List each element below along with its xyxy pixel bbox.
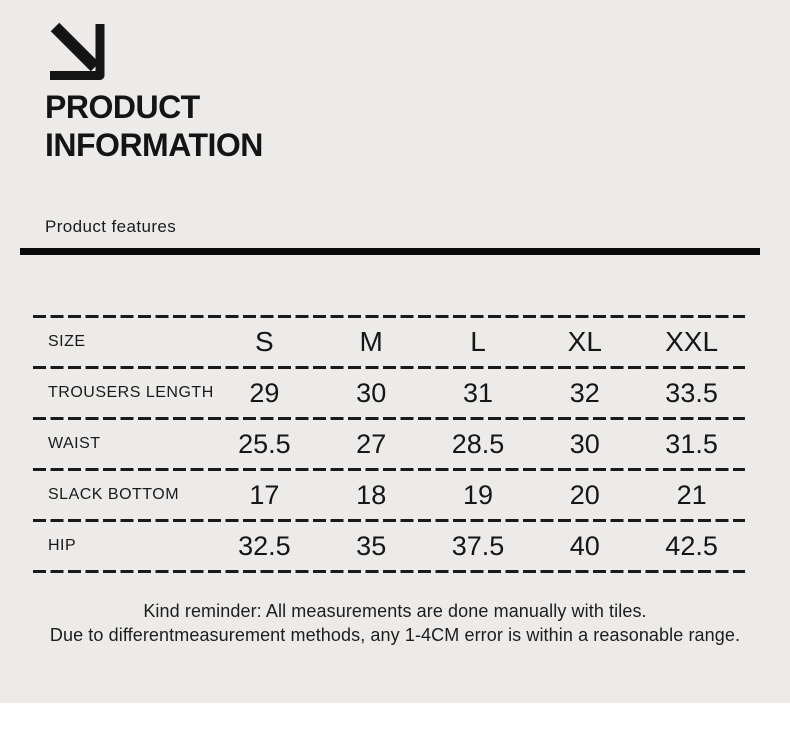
product-features-label: Product features	[45, 217, 177, 236]
cell-value: 31.5	[665, 428, 718, 459]
cell-value: 37.5	[451, 530, 505, 561]
table-row-slack-bottom: SLACK BOTTOM 17 18 19 20 21	[33, 471, 745, 519]
cell-value: 20	[569, 479, 600, 510]
row-label: SLACK BOTTOM	[48, 486, 180, 503]
cell-value: 30	[569, 428, 600, 459]
cell-value: 27	[356, 428, 387, 459]
kind-reminder-line2: Due to differentmeasurement methods, any…	[49, 625, 741, 645]
cell-value: 21	[676, 479, 707, 510]
cell-value: 35	[356, 530, 387, 561]
dashed-divider	[33, 417, 745, 420]
kind-reminder-line1: Kind reminder: All measurements are done…	[143, 601, 647, 621]
row-label: TROUSERS LENGTH	[48, 384, 214, 401]
table-header-row: SIZE S M L XL XXL	[33, 318, 745, 366]
table-row-waist: WAIST 25.5 27 28.5 30 31.5	[33, 420, 745, 468]
row-label: HIP	[48, 537, 77, 554]
column-header-xxl: XXL	[665, 326, 719, 357]
column-header-xl: XL	[567, 326, 602, 357]
dashed-divider	[33, 366, 745, 369]
table-row-hip: HIP 32.5 35 37.5 40 42.5	[33, 522, 745, 570]
gray-panel	[0, 0, 790, 703]
column-header-s: S	[255, 326, 274, 357]
cell-value: 42.5	[665, 530, 718, 561]
dashed-divider	[33, 315, 745, 318]
page-title-line1: PRODUCT	[45, 89, 200, 125]
row-label-size: SIZE	[48, 333, 86, 350]
cell-value: 33.5	[665, 377, 718, 408]
page-title-line2: INFORMATION	[45, 127, 263, 163]
dashed-divider	[33, 519, 745, 522]
cell-value: 32.5	[238, 530, 291, 561]
kind-reminder-note: Kind reminder: All measurements are done…	[0, 599, 790, 647]
column-header-l: L	[470, 326, 486, 357]
cell-value: 17	[249, 479, 280, 510]
cell-value: 32	[569, 377, 600, 408]
cell-value: 19	[462, 479, 494, 510]
cell-value: 31	[462, 377, 494, 408]
column-header-m: M	[359, 326, 383, 357]
cell-value: 25.5	[238, 428, 291, 459]
cell-value: 28.5	[451, 428, 505, 459]
dashed-divider	[33, 468, 745, 471]
page-title: PRODUCT INFORMATION	[45, 88, 263, 164]
row-label: WAIST	[48, 435, 101, 452]
down-right-arrow-icon	[50, 22, 105, 80]
table-row-trousers-length: TROUSERS LENGTH 29 30 31 32 33.5	[33, 369, 745, 417]
cell-value: 18	[356, 479, 387, 510]
size-chart-table: SIZE S M L XL XXL TROUSERS LENGTH 29 30 …	[33, 315, 745, 573]
cell-value: 40	[569, 530, 600, 561]
section-divider-rule	[20, 248, 760, 255]
cell-value: 30	[356, 377, 387, 408]
dashed-divider	[33, 570, 745, 573]
cell-value: 29	[249, 377, 280, 408]
